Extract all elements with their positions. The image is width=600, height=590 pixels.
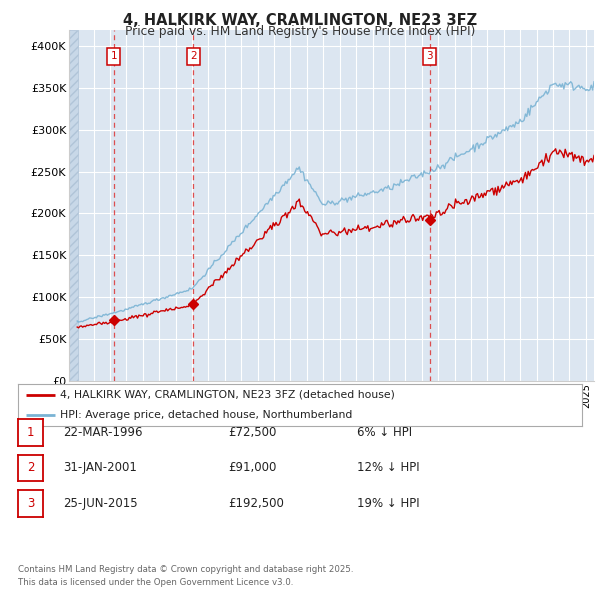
Text: £192,500: £192,500 — [228, 497, 284, 510]
Text: 12% ↓ HPI: 12% ↓ HPI — [357, 461, 419, 474]
Text: 3: 3 — [426, 51, 433, 61]
Text: 2: 2 — [27, 461, 34, 474]
Text: 22-MAR-1996: 22-MAR-1996 — [63, 426, 143, 439]
Text: Contains HM Land Registry data © Crown copyright and database right 2025.
This d: Contains HM Land Registry data © Crown c… — [18, 565, 353, 587]
Text: 19% ↓ HPI: 19% ↓ HPI — [357, 497, 419, 510]
Text: 4, HALKIRK WAY, CRAMLINGTON, NE23 3FZ: 4, HALKIRK WAY, CRAMLINGTON, NE23 3FZ — [123, 13, 477, 28]
Text: HPI: Average price, detached house, Northumberland: HPI: Average price, detached house, Nort… — [60, 409, 353, 419]
Text: 3: 3 — [27, 497, 34, 510]
Text: 25-JUN-2015: 25-JUN-2015 — [63, 497, 137, 510]
Text: 1: 1 — [110, 51, 117, 61]
Text: 1: 1 — [27, 426, 34, 439]
Text: 6% ↓ HPI: 6% ↓ HPI — [357, 426, 412, 439]
Text: £91,000: £91,000 — [228, 461, 277, 474]
Text: 2: 2 — [190, 51, 197, 61]
Text: 31-JAN-2001: 31-JAN-2001 — [63, 461, 137, 474]
Bar — [69, 30, 78, 381]
Text: 4, HALKIRK WAY, CRAMLINGTON, NE23 3FZ (detached house): 4, HALKIRK WAY, CRAMLINGTON, NE23 3FZ (d… — [60, 390, 395, 400]
Text: £72,500: £72,500 — [228, 426, 277, 439]
Text: Price paid vs. HM Land Registry's House Price Index (HPI): Price paid vs. HM Land Registry's House … — [125, 25, 475, 38]
